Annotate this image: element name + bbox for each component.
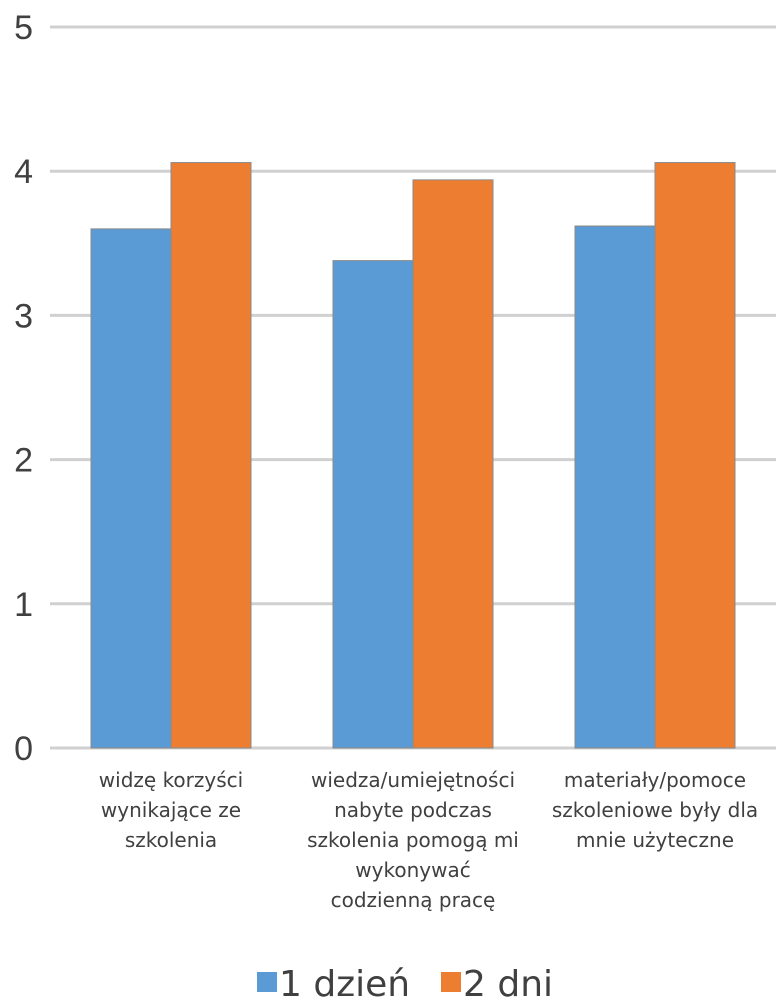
bar-series-1	[90, 228, 172, 749]
legend-swatch	[257, 972, 277, 992]
y-tick-label: 5	[14, 9, 33, 47]
bars	[90, 162, 736, 749]
y-tick-label: 0	[14, 730, 33, 768]
x-axis-category-labels: widzę korzyści wynikające ze szkolenia wied…	[99, 768, 758, 912]
category-label-line: widzę korzyści	[99, 768, 243, 792]
y-tick-label: 3	[14, 297, 33, 335]
y-axis-tick-labels: 0 1 2 3 4 5	[14, 9, 33, 768]
category-label-line: mnie użyteczne	[576, 828, 734, 852]
legend-label: 2 dni	[463, 964, 553, 1002]
category-label-line: szkolenia pomogą mi	[307, 828, 519, 852]
category-label-line: wiedza/umiejętności	[311, 768, 515, 792]
category-label-line: szkoleniowe były dla	[552, 798, 758, 822]
category-label-line: wynikające ze	[101, 798, 241, 822]
category-label-line: codzienną pracę	[331, 888, 496, 912]
bar-series-2	[170, 162, 252, 749]
bar-series-1	[332, 260, 414, 749]
bar-series-1	[574, 225, 656, 749]
bar-series-2	[654, 162, 736, 749]
category-label-line: materiały/pomoce	[564, 768, 746, 792]
category-label-line: szkolenia	[125, 828, 217, 852]
category-label-line: wykonywać	[355, 858, 470, 882]
legend: 1 dzień 2 dni	[257, 964, 553, 1002]
y-tick-label: 4	[14, 153, 33, 191]
y-tick-label: 2	[14, 442, 33, 480]
bar-series-2	[412, 179, 494, 749]
category-label-line: nabyte podczas	[334, 798, 492, 822]
y-tick-label: 1	[14, 586, 33, 624]
legend-label: 1 dzień	[279, 964, 410, 1002]
legend-swatch	[441, 972, 461, 992]
